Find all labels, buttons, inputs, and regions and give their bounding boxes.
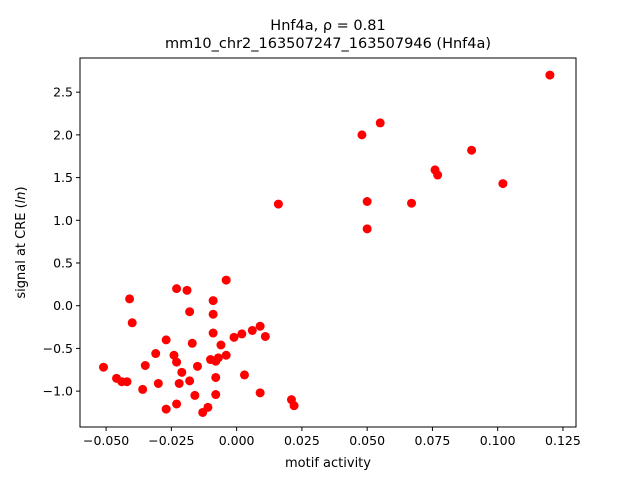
data-point [221,350,231,360]
data-point [289,401,299,411]
data-point [247,325,257,335]
y-axis-label-variable: ln [14,191,29,203]
data-point [255,388,265,398]
y-tick-label: 0.0 [53,298,73,313]
data-point [98,362,108,372]
data-point [237,329,247,339]
data-point [125,294,135,304]
data-point [174,378,184,388]
y-axis-label-prefix: signal at CRE ( [14,203,29,298]
data-point [185,376,195,386]
x-axis-label: motif activity [285,456,371,471]
x-tick-label: 0.075 [415,433,451,448]
data-point [255,321,265,331]
data-point [182,285,192,295]
data-point [161,404,171,414]
data-point [127,318,137,328]
data-point [239,370,249,380]
data-point [151,349,161,359]
chart-title-line2: mm10_chr2_163507247_163507946 (Hnf4a) [165,36,491,52]
data-point [192,361,202,371]
data-point [357,130,367,140]
y-axis-label-suffix: ) [14,186,29,191]
data-point [407,198,417,208]
y-axis-label: signal at CRE (ln) [14,186,29,298]
x-tick-label: −0.050 [83,433,129,448]
data-point [153,378,163,388]
data-point [185,307,195,317]
data-point [122,377,132,387]
data-point [216,340,226,350]
data-point [260,331,270,341]
data-point [467,145,477,155]
y-axis-ticks: −1.0 −0.5 0.0 0.5 1.0 1.5 2.0 2.5 [43,85,80,399]
x-tick-label: 0.100 [480,433,516,448]
data-point [177,367,187,377]
data-point [545,70,555,80]
x-tick-label: 0.000 [219,433,255,448]
data-point [187,338,197,348]
data-point [172,399,182,409]
data-point [221,275,231,285]
x-tick-label: 0.025 [284,433,320,448]
y-tick-label: 2.0 [53,127,73,142]
y-tick-label: 0.5 [53,256,73,271]
y-tick-label: −0.5 [43,341,73,356]
data-point [211,356,221,366]
plot-frame [79,57,577,428]
data-point [161,335,171,345]
data-point [362,197,372,206]
chart-title-line1: Hnf4a, ρ = 0.81 [270,18,385,34]
y-tick-label: 1.5 [53,170,73,185]
x-tick-label: 0.050 [349,433,385,448]
data-point [211,372,221,382]
data-point [208,328,218,338]
data-point [140,361,150,370]
data-point [433,170,443,180]
x-axis-ticks: −0.050 −0.025 0.000 0.025 0.050 0.075 0.100 0.1… [83,427,581,448]
data-point [172,284,182,294]
data-point [362,224,372,234]
data-point [229,332,239,342]
data-point [498,179,508,189]
data-point [190,390,200,400]
data-point [169,350,179,360]
y-tick-label: 2.5 [53,85,73,100]
data-points [98,70,555,417]
y-tick-label: −1.0 [43,384,73,399]
data-point [198,407,208,417]
data-point [211,390,221,400]
data-point [172,357,182,367]
data-point [273,199,283,209]
data-point [208,296,218,306]
x-tick-label: −0.025 [148,433,194,448]
data-point [138,384,148,394]
x-tick-label: 0.125 [545,433,581,448]
y-tick-label: 1.0 [53,213,73,228]
data-point [208,309,218,319]
data-point [375,118,385,128]
